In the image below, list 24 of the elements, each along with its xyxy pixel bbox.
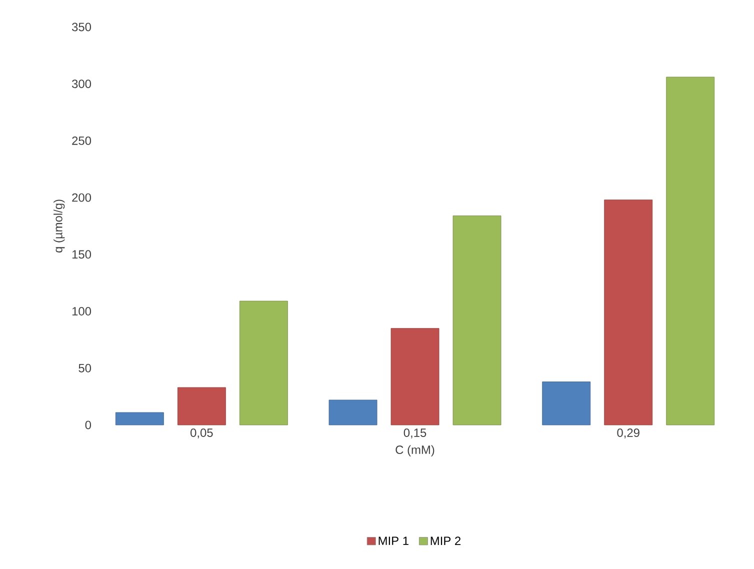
- bar: [115, 412, 164, 426]
- y-tick-label: 300: [72, 80, 92, 88]
- y-tick-label: 100: [72, 307, 92, 316]
- bar: [390, 328, 440, 426]
- bar: [328, 400, 378, 426]
- bar: [604, 200, 653, 426]
- legend-label: MIP 2: [430, 536, 460, 545]
- bar: [666, 76, 715, 426]
- y-axis-title: q (µmol/g): [54, 200, 65, 253]
- y-tick-label: 50: [78, 364, 92, 372]
- bar: [542, 382, 591, 426]
- x-tick-label: 0,29: [617, 428, 640, 438]
- y-tick-label: 0: [85, 420, 92, 430]
- x-axis-title: C (mM): [396, 445, 434, 456]
- x-tick-label: 0,05: [190, 428, 213, 438]
- bar: [177, 387, 226, 426]
- legend-label: MIP 1: [378, 536, 408, 545]
- y-tick-label: 150: [72, 250, 92, 259]
- y-tick-label: 350: [72, 22, 92, 32]
- y-tick-label: 200: [72, 193, 92, 202]
- bar: [239, 300, 288, 426]
- y-tick-label: 250: [72, 136, 92, 145]
- bar: [452, 216, 502, 426]
- x-tick-label: 0,15: [404, 428, 426, 438]
